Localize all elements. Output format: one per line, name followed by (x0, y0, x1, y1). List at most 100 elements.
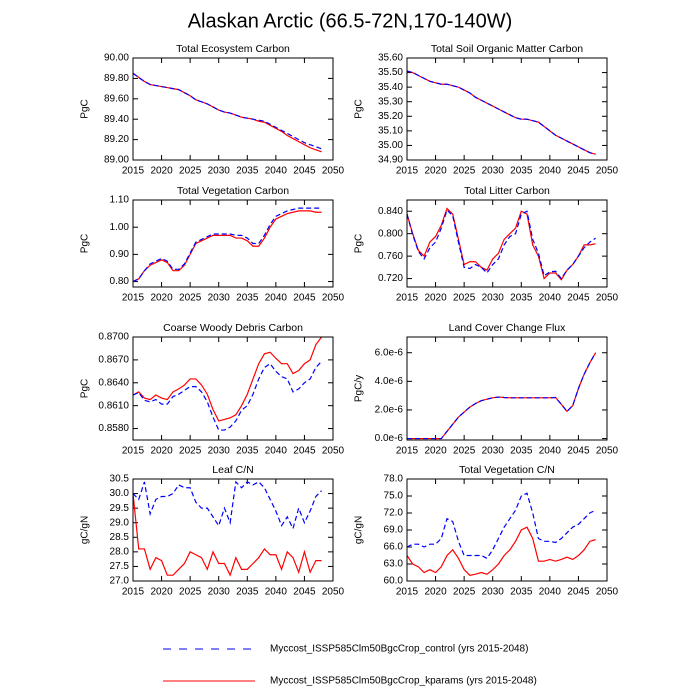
x-tick-label: 2015 (122, 587, 145, 598)
legend-label: Myccost_ISSP585Clm50BgcCrop_control (yrs… (270, 644, 528, 655)
y-tick-label: 63.0 (384, 559, 404, 570)
series-line (132, 361, 323, 431)
y-axis-label: PgC (80, 99, 91, 118)
y-axis-label: PgC (80, 379, 91, 398)
y-tick-label: 0.8610 (98, 400, 129, 411)
x-tick-label: 2045 (567, 446, 590, 457)
panel-title: Total Vegetation Carbon (177, 185, 289, 197)
y-tick-label: 4.0e-6 (375, 376, 404, 387)
series-line (406, 208, 596, 280)
x-tick-label: 2045 (567, 293, 590, 304)
series-line (132, 336, 323, 422)
plot-frame (406, 57, 608, 161)
x-tick-label: 2035 (236, 587, 259, 598)
panel-title: Total Ecosystem Carbon (176, 43, 290, 55)
x-tick-label: 2025 (179, 587, 202, 598)
y-tick-label: 0.8670 (98, 355, 129, 366)
x-tick-label: 2035 (510, 166, 533, 177)
y-tick-label: 30.5 (110, 474, 130, 485)
y-axis-label: PgC (354, 99, 365, 118)
plot-frame (406, 336, 608, 441)
series-line (132, 72, 322, 150)
x-tick-label: 2015 (396, 587, 419, 598)
x-tick-label: 2030 (208, 587, 231, 598)
y-tick-label: 0.80 (110, 276, 130, 287)
y-tick-label: 29.5 (110, 503, 130, 514)
x-tick-label: 2015 (122, 166, 145, 177)
y-tick-label: 6.0e-6 (375, 347, 404, 358)
y-tick-label: 0.840 (378, 206, 403, 217)
plot-frame (132, 336, 334, 441)
x-tick-label: 2020 (424, 587, 447, 598)
y-tick-label: 0.8640 (98, 377, 129, 388)
y-axis-label: gC/gN (80, 516, 91, 544)
series-line (132, 72, 322, 153)
y-tick-label: 34.90 (378, 155, 403, 166)
series-line (132, 493, 322, 577)
x-tick-label: 2025 (179, 293, 202, 304)
panel-title: Land Cover Change Flux (449, 322, 566, 334)
y-tick-label: 75.0 (384, 491, 404, 502)
x-tick-label: 2035 (510, 587, 533, 598)
x-tick-label: 2050 (596, 166, 619, 177)
x-tick-label: 2050 (322, 293, 345, 304)
x-tick-label: 2035 (510, 446, 533, 457)
y-tick-label: 66.0 (384, 542, 404, 553)
y-tick-label: 28.5 (110, 532, 130, 543)
x-tick-label: 2020 (150, 446, 173, 457)
x-tick-label: 2015 (396, 293, 419, 304)
y-tick-label: 0.8580 (98, 423, 129, 434)
y-tick-label: 30.0 (110, 488, 130, 499)
panel-title: Total Litter Carbon (464, 185, 550, 197)
y-tick-label: 69.0 (384, 525, 404, 536)
y-tick-label: 2.0e-6 (375, 405, 404, 416)
x-tick-label: 2035 (236, 293, 259, 304)
x-tick-label: 2045 (293, 293, 316, 304)
x-tick-label: 2030 (482, 166, 505, 177)
panel-title: Total Soil Organic Matter Carbon (431, 43, 583, 55)
x-tick-label: 2040 (265, 293, 288, 304)
series-line (406, 526, 596, 576)
y-tick-label: 89.00 (104, 155, 129, 166)
x-tick-label: 2045 (293, 166, 316, 177)
x-tick-label: 2030 (208, 293, 231, 304)
y-axis-label: PgC (80, 234, 91, 253)
y-tick-label: 35.50 (378, 67, 403, 78)
x-tick-label: 2045 (567, 587, 590, 598)
x-tick-label: 2015 (122, 446, 145, 457)
plot-frame (406, 199, 608, 288)
y-tick-label: 89.40 (104, 114, 129, 125)
x-tick-label: 2030 (208, 446, 231, 457)
x-tick-label: 2035 (236, 166, 259, 177)
y-tick-label: 60.0 (384, 576, 404, 587)
series-line (132, 480, 322, 531)
x-tick-label: 2045 (293, 446, 316, 457)
x-tick-label: 2020 (150, 587, 173, 598)
series-line (406, 70, 596, 155)
x-tick-label: 2040 (265, 446, 288, 457)
y-tick-label: 29.0 (110, 517, 130, 528)
x-tick-label: 2050 (322, 587, 345, 598)
panel-title: Coarse Woody Debris Carbon (163, 322, 303, 334)
plot-frame (132, 57, 334, 161)
y-tick-label: 35.20 (378, 111, 403, 122)
panel-title: Total Vegetation C/N (459, 464, 555, 476)
y-tick-label: 1.00 (110, 222, 130, 233)
y-tick-label: 0.800 (378, 228, 403, 239)
y-axis-label: PgC (354, 234, 365, 253)
y-tick-label: 27.0 (110, 576, 130, 587)
x-tick-label: 2040 (539, 166, 562, 177)
y-tick-label: 89.80 (104, 73, 129, 84)
x-tick-label: 2015 (396, 446, 419, 457)
y-tick-label: 35.40 (378, 82, 403, 93)
x-tick-label: 2045 (567, 166, 590, 177)
y-tick-label: 89.60 (104, 93, 129, 104)
x-tick-label: 2025 (453, 293, 476, 304)
x-tick-label: 2025 (179, 166, 202, 177)
x-tick-label: 2050 (322, 166, 345, 177)
x-tick-label: 2050 (596, 446, 619, 457)
x-tick-label: 2020 (424, 446, 447, 457)
x-tick-label: 2030 (482, 587, 505, 598)
y-tick-label: 90.00 (104, 53, 129, 64)
